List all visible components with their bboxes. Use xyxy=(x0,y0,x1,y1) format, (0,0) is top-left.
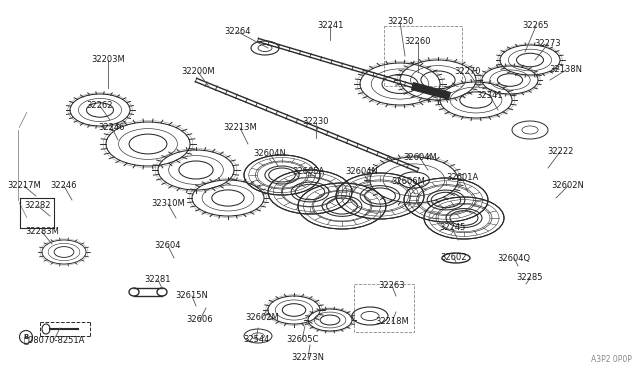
Text: 32200M: 32200M xyxy=(181,67,215,77)
Text: 32250: 32250 xyxy=(387,17,413,26)
Text: 32213M: 32213M xyxy=(223,124,257,132)
Text: 32273: 32273 xyxy=(534,39,561,48)
Text: 32605A: 32605A xyxy=(292,167,324,176)
Text: 32604N: 32604N xyxy=(346,167,378,176)
Text: 32604Q: 32604Q xyxy=(497,253,531,263)
Text: 32218M: 32218M xyxy=(375,317,409,327)
Text: 32310M: 32310M xyxy=(151,199,185,208)
Text: 32273N: 32273N xyxy=(291,353,324,362)
Text: 32138N: 32138N xyxy=(550,65,582,74)
Text: 32245: 32245 xyxy=(439,224,465,232)
Text: 32246: 32246 xyxy=(99,124,125,132)
Text: 32605C: 32605C xyxy=(286,336,318,344)
Text: 32601A: 32601A xyxy=(446,173,478,183)
Text: 32282: 32282 xyxy=(25,202,51,211)
Text: 32285: 32285 xyxy=(516,273,543,282)
Bar xyxy=(384,26,462,86)
Text: 32265: 32265 xyxy=(523,22,549,31)
Text: 32263: 32263 xyxy=(379,282,405,291)
Text: 32602N: 32602N xyxy=(552,182,584,190)
Text: 32606M: 32606M xyxy=(391,177,425,186)
Text: A3P2 0P0P: A3P2 0P0P xyxy=(591,355,632,364)
Text: 32283M: 32283M xyxy=(25,228,59,237)
Text: 32222: 32222 xyxy=(547,148,573,157)
Text: 32203M: 32203M xyxy=(91,55,125,64)
Text: 32281: 32281 xyxy=(145,276,172,285)
Text: 32246: 32246 xyxy=(51,182,77,190)
Text: 32341: 32341 xyxy=(477,92,503,100)
Text: 32241: 32241 xyxy=(317,22,343,31)
Text: 32264: 32264 xyxy=(225,28,252,36)
Text: 32270: 32270 xyxy=(455,67,481,77)
Text: 32217M: 32217M xyxy=(7,182,41,190)
Text: Ⓑ08070-8251A: Ⓑ08070-8251A xyxy=(23,336,84,344)
Text: 32604M: 32604M xyxy=(403,154,437,163)
Text: 32602M: 32602M xyxy=(245,314,279,323)
Text: 32604N: 32604N xyxy=(253,150,287,158)
Text: 32262: 32262 xyxy=(87,102,113,110)
Text: 32602: 32602 xyxy=(441,253,467,263)
Text: 32230: 32230 xyxy=(303,118,329,126)
Text: 32615N: 32615N xyxy=(175,292,209,301)
Text: 32544: 32544 xyxy=(243,336,269,344)
Text: 32260: 32260 xyxy=(404,38,431,46)
Bar xyxy=(354,284,414,332)
Text: 32604: 32604 xyxy=(155,241,181,250)
Text: 32606: 32606 xyxy=(187,315,213,324)
Text: B: B xyxy=(24,334,29,340)
